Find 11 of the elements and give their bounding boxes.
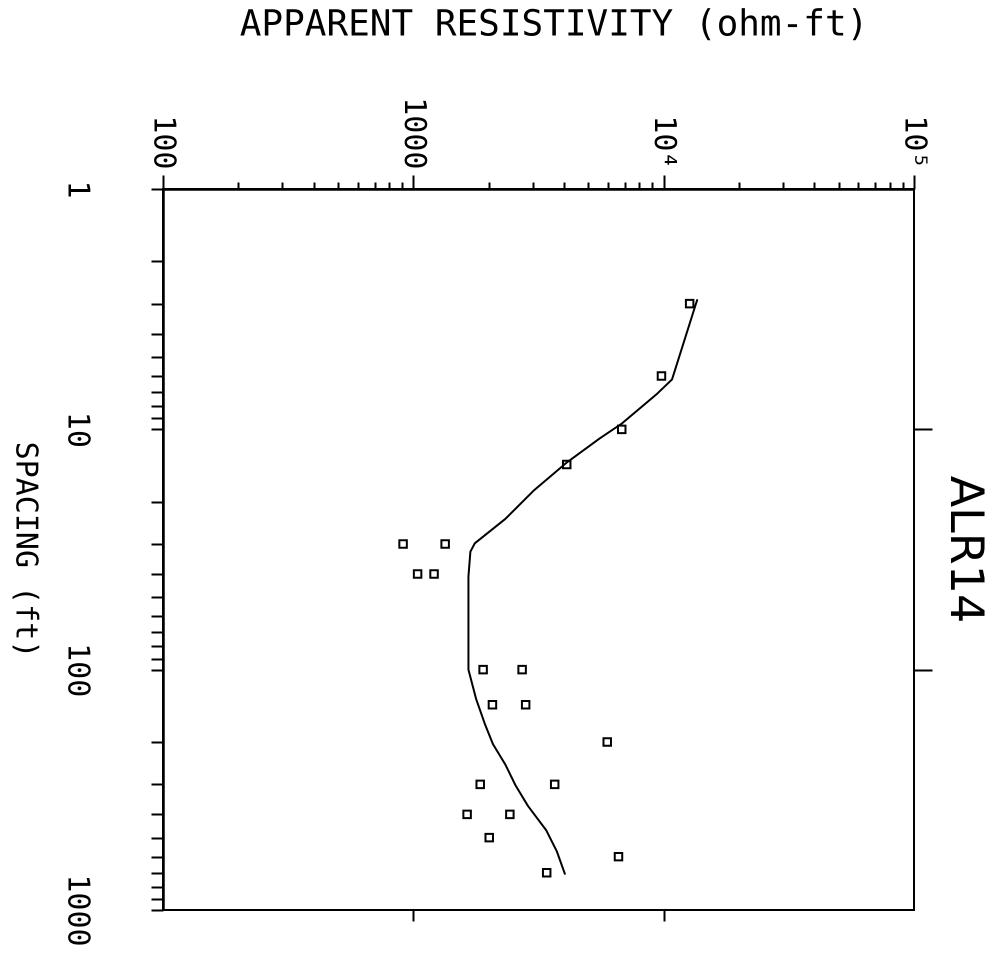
x-tick-label: 10⁴ <box>647 115 682 170</box>
x-tick-label: 10⁵ <box>898 115 932 170</box>
x-tick-label: 100 <box>146 115 182 170</box>
y-tick-label: 1000 <box>60 874 96 947</box>
y-tick-label: 1 <box>60 180 96 199</box>
y-axis-title: SPACING (ft) <box>8 442 44 658</box>
y-tick-label: 100 <box>60 643 96 698</box>
x-axis-title: APPARENT RESISTIVITY (ohm-ft) <box>240 4 868 44</box>
y-tick-label: 10 <box>60 412 96 448</box>
text: ALR14 <box>940 476 994 624</box>
x-tick-label: 1000 <box>396 97 432 170</box>
